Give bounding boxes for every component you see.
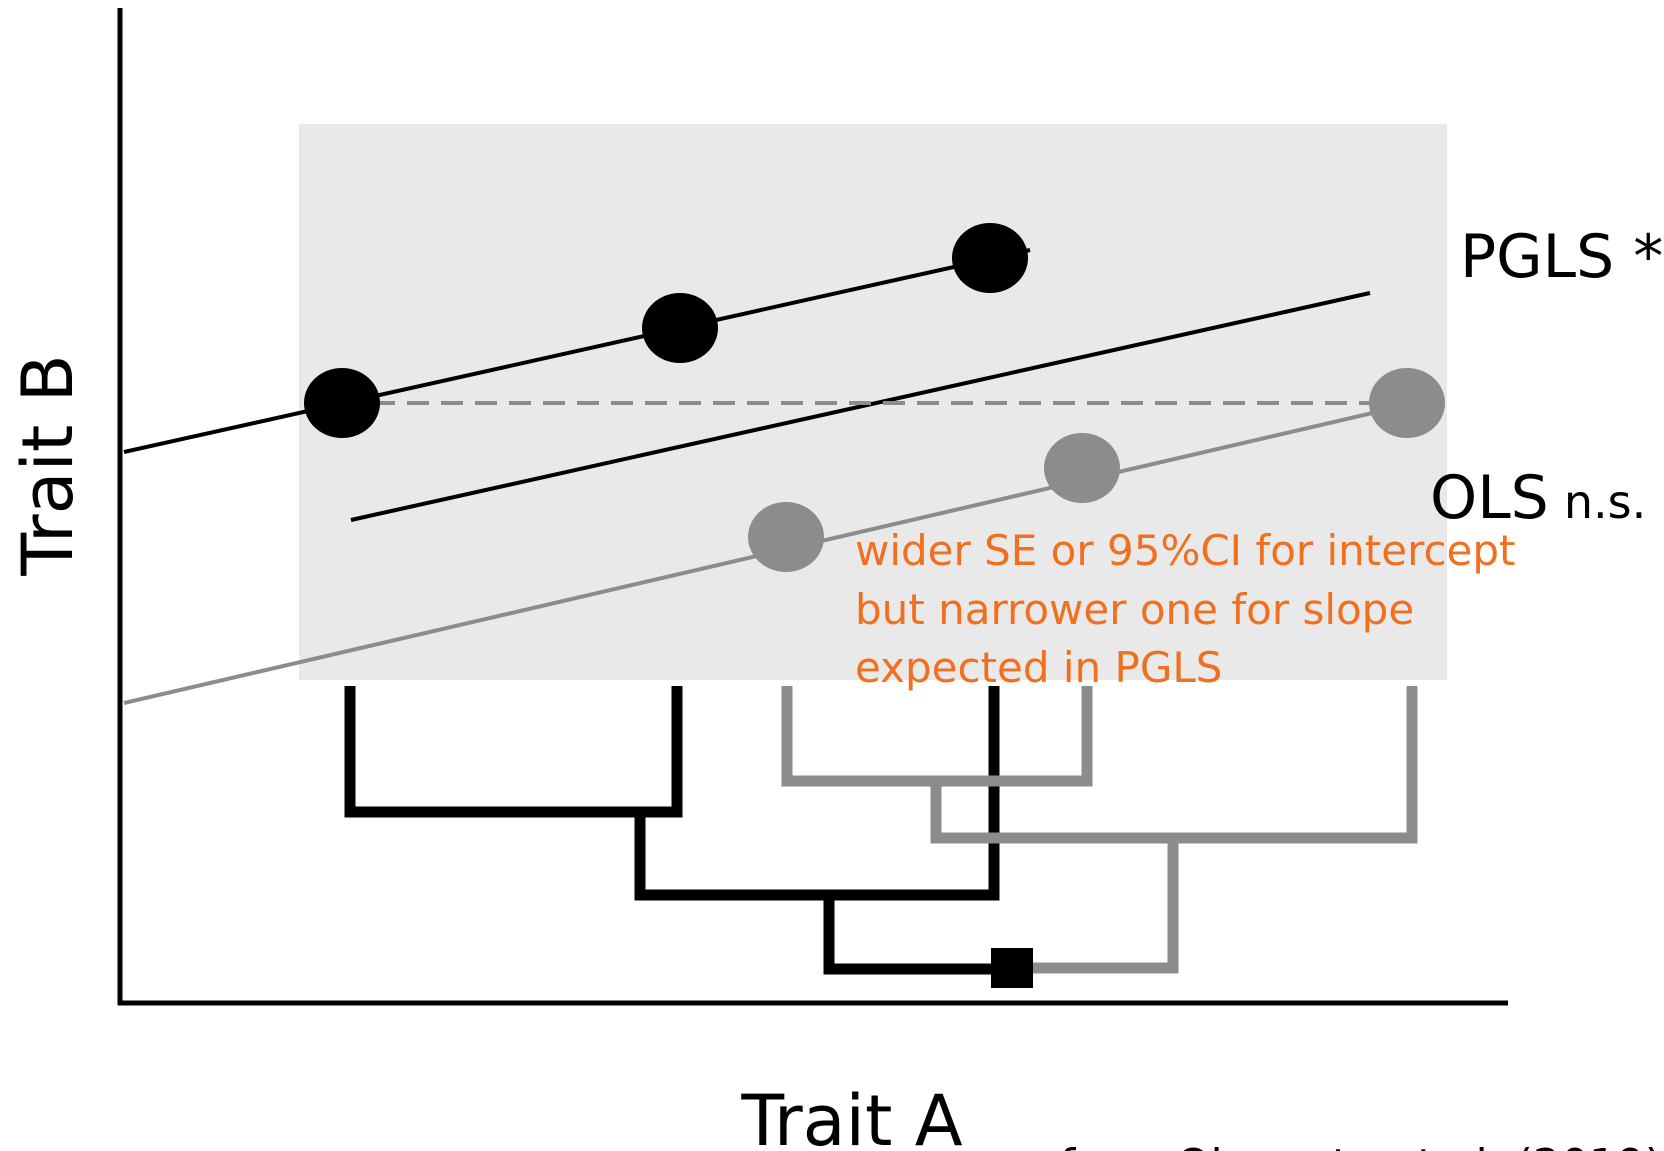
annotation-line-3: expected in PGLS — [855, 643, 1222, 692]
black-clade-tree — [344, 686, 1013, 975]
black-clade-regression-line — [123, 248, 1031, 454]
black-data-point-2 — [642, 293, 718, 363]
annotation-line-1: wider SE or 95%CI for intercept — [855, 526, 1516, 575]
ols-label-main: OLS — [1430, 463, 1549, 533]
y-axis-label: Trait B — [7, 354, 89, 576]
ols-label: OLS n.s. — [1430, 463, 1646, 533]
grey-clade-tree — [781, 686, 1418, 974]
citation: from Okamoto et al. (2019) — [1060, 1140, 1662, 1151]
pgls-regression-line — [350, 291, 1371, 522]
grey-data-point-3 — [1369, 368, 1445, 438]
annotation-line-2: but narrower one for slope — [855, 585, 1414, 634]
black-data-point-1 — [304, 368, 380, 438]
black-data-point-3 — [952, 223, 1028, 293]
grey-data-point-2 — [1044, 433, 1120, 503]
x-axis-label: Trait A — [740, 1080, 962, 1151]
grey-data-point-1 — [748, 502, 824, 572]
ols-label-suffix: n.s. — [1564, 475, 1646, 529]
root-node — [991, 948, 1033, 988]
pgls-label: PGLS * — [1460, 222, 1663, 292]
